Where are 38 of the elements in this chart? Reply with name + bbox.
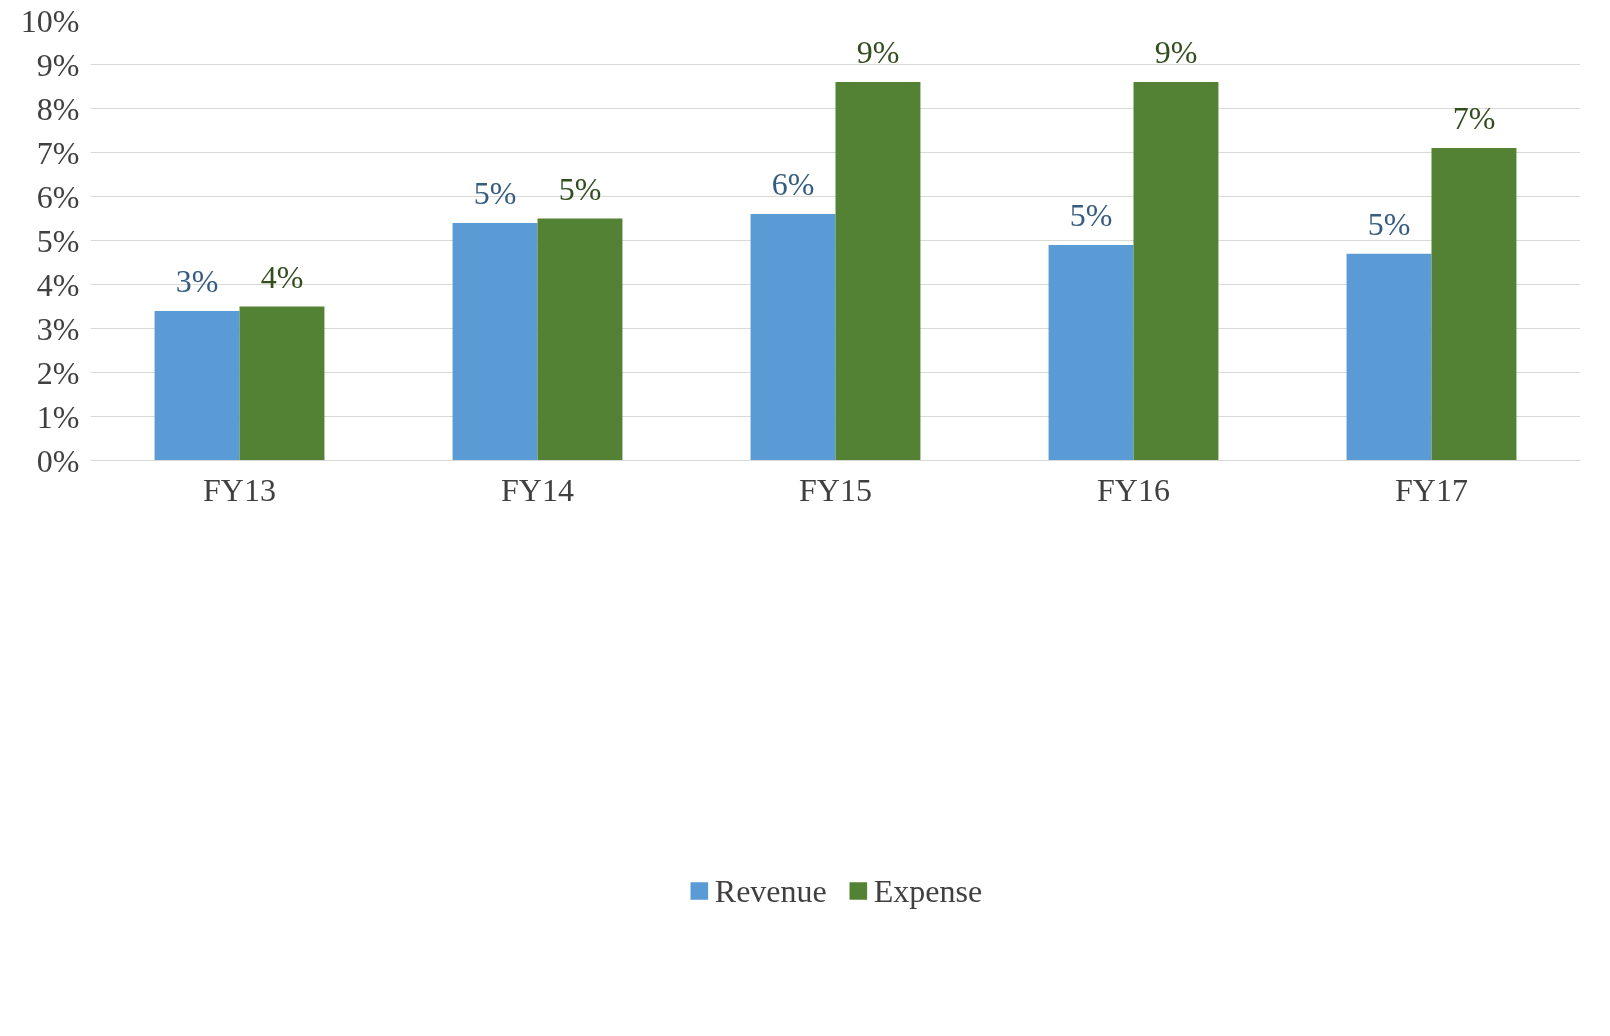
bar (750, 214, 836, 461)
bar (537, 218, 623, 461)
y-tick-label: 9% (36, 46, 80, 83)
bar (835, 82, 921, 461)
data-label: 5% (1069, 196, 1113, 233)
data-label: 5% (558, 170, 602, 207)
x-tick-label: FY17 (1395, 471, 1468, 508)
bar (1133, 82, 1219, 461)
y-tick-label: 10% (20, 2, 80, 39)
legend-label: Expense (873, 872, 983, 910)
y-tick-label: 0% (36, 442, 80, 479)
x-tick-label: FY16 (1097, 471, 1170, 508)
y-tick-label: 4% (36, 266, 80, 303)
y-tick-label: 3% (36, 310, 80, 347)
data-label: 9% (856, 34, 900, 71)
bar (239, 306, 325, 461)
x-tick-label: FY13 (203, 471, 276, 508)
bar (1346, 253, 1432, 461)
bar (1431, 148, 1517, 461)
data-label: 6% (771, 166, 815, 203)
bar (1048, 244, 1134, 461)
x-tick-label: FY15 (799, 471, 872, 508)
data-label: 3% (175, 262, 219, 299)
data-label: 4% (260, 258, 304, 295)
data-label: 7% (1452, 100, 1496, 137)
data-label: 5% (473, 174, 517, 211)
y-tick-label: 5% (36, 222, 80, 259)
legend-label: Revenue (714, 872, 827, 910)
y-tick-label: 6% (36, 178, 80, 215)
y-tick-label: 1% (36, 398, 80, 435)
y-tick-label: 2% (36, 354, 80, 391)
x-tick-label: FY14 (501, 471, 574, 508)
y-tick-label: 8% (36, 90, 80, 127)
data-label: 9% (1154, 34, 1198, 71)
data-label: 5% (1367, 205, 1411, 242)
bar (452, 222, 538, 461)
y-tick-label: 7% (36, 134, 80, 171)
bar (154, 310, 240, 461)
